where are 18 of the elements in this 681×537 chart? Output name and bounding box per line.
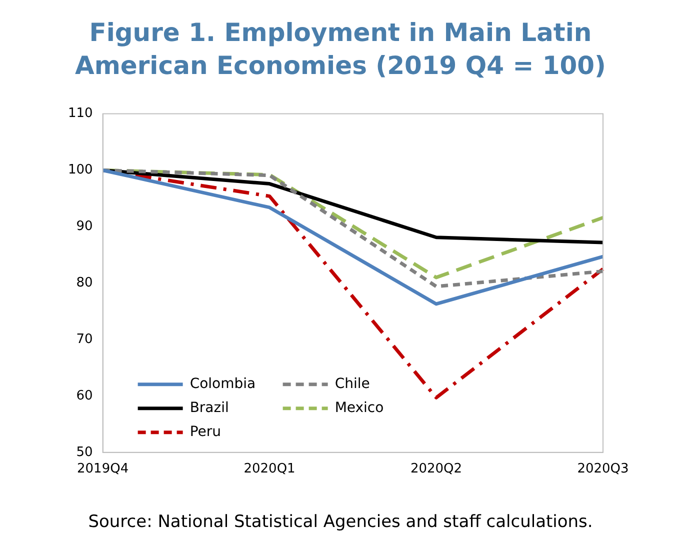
y-tick-label: 60 bbox=[76, 388, 93, 404]
legend-label: Brazil bbox=[190, 400, 229, 416]
chart-title: Figure 1. Employment in Main Latin American Economies (2019 Q4 = 100) bbox=[74, 17, 607, 82]
y-tick-label: 80 bbox=[76, 275, 93, 290]
legend-label: Peru bbox=[190, 424, 221, 440]
y-tick-label: 100 bbox=[68, 162, 93, 178]
x-tick-label: 2020Q2 bbox=[410, 462, 462, 477]
source-note: Source: National Statistical Agencies and staff calculations. bbox=[87, 512, 594, 532]
legend-label: Colombia bbox=[190, 376, 256, 392]
y-tick-label: 50 bbox=[76, 444, 93, 460]
x-tick-label: 2019Q4 bbox=[77, 462, 129, 477]
x-tick-label: 2020Q3 bbox=[577, 462, 629, 477]
y-tick-label: 110 bbox=[68, 106, 93, 122]
y-tick-label: 70 bbox=[76, 332, 93, 347]
y-tick-label: 90 bbox=[76, 219, 93, 234]
x-tick-label: 2020Q1 bbox=[244, 462, 296, 477]
legend-label: Chile bbox=[334, 376, 370, 392]
legend-label: Mexico bbox=[334, 400, 384, 416]
